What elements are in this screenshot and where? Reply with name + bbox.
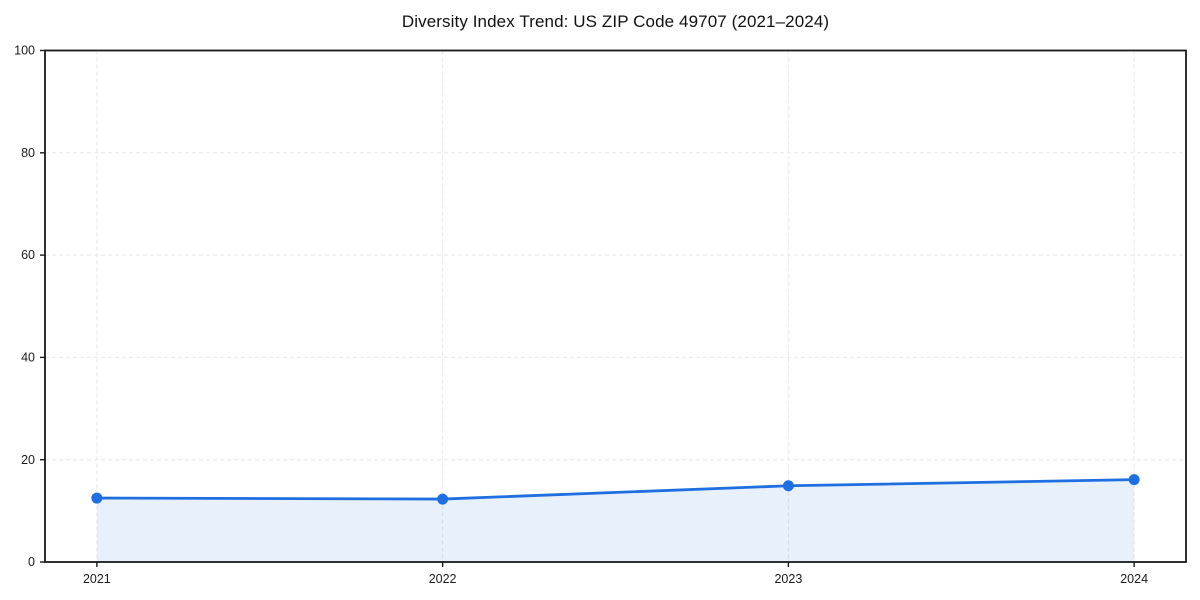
x-tick-label: 2024 bbox=[1120, 572, 1148, 586]
area-fill bbox=[96, 479, 1135, 562]
y-tick-label: 100 bbox=[14, 44, 35, 58]
data-point-2022 bbox=[437, 493, 449, 505]
data-points bbox=[91, 474, 1140, 505]
x-tick-label: 2022 bbox=[429, 572, 457, 586]
x-tick-label: 2023 bbox=[774, 572, 802, 586]
y-tick-label: 0 bbox=[28, 555, 35, 569]
y-tick-label: 60 bbox=[21, 248, 35, 262]
y-tick-label: 20 bbox=[21, 453, 35, 467]
x-tick-label: 2021 bbox=[83, 572, 111, 586]
y-tick-label: 40 bbox=[21, 351, 35, 365]
data-point-2023 bbox=[782, 480, 794, 492]
chart-title: Diversity Index Trend: US ZIP Code 49707… bbox=[401, 12, 830, 31]
data-point-2021 bbox=[91, 492, 103, 504]
trend-line bbox=[95, 478, 1136, 501]
y-tick-label: 80 bbox=[21, 146, 35, 160]
data-point-2024 bbox=[1128, 474, 1140, 486]
plot-border bbox=[44, 49, 1187, 563]
x-axis: 2021 2022 2023 2024 bbox=[83, 562, 1148, 586]
y-axis: 0 20 40 60 80 100 bbox=[14, 44, 45, 569]
